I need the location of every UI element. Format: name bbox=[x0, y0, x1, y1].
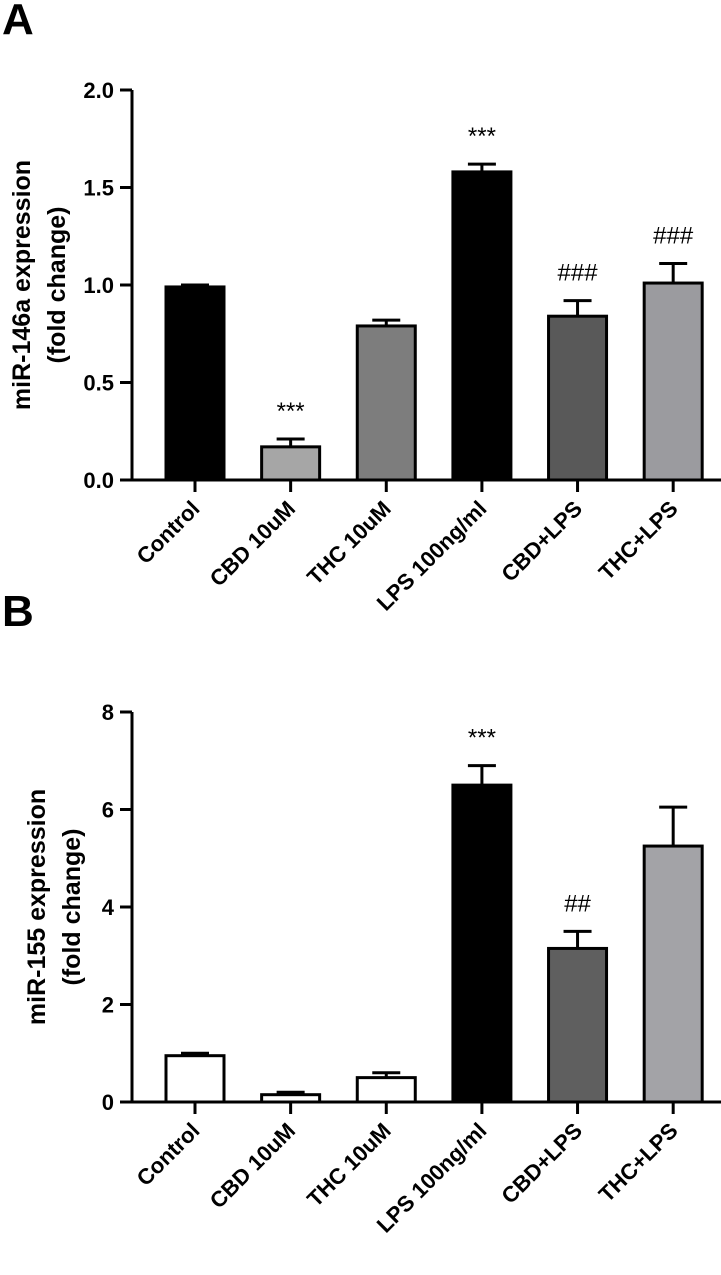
significance-marker: *** bbox=[468, 123, 496, 150]
y-axis-title: miR-146a expression bbox=[8, 160, 36, 410]
y-axis-subtitle: (fold change) bbox=[43, 207, 71, 364]
bar bbox=[260, 1093, 322, 1104]
category-label: THC+LPS bbox=[594, 496, 683, 585]
y-tick-label: 4 bbox=[102, 895, 115, 920]
y-axis-title: miR-155 expression bbox=[23, 789, 51, 1025]
y-tick-label: 1.5 bbox=[83, 176, 114, 201]
chart-a: 0.0 0.5 1.0 1.5 2.0 miR-146a expression (fold … bbox=[8, 78, 721, 616]
significance-marker: ### bbox=[653, 223, 694, 250]
bar bbox=[164, 285, 226, 482]
bar bbox=[355, 324, 417, 482]
category-label: CBD 10uM bbox=[205, 1118, 300, 1213]
bar bbox=[451, 170, 513, 482]
bar bbox=[547, 314, 609, 482]
y-tick-label: 6 bbox=[102, 798, 114, 823]
y-tick-label: 0.0 bbox=[83, 468, 114, 493]
bar bbox=[642, 281, 704, 482]
significance-marker: ### bbox=[558, 260, 599, 287]
category-label: Control bbox=[132, 1118, 205, 1191]
y-tick-label: 0 bbox=[102, 1090, 114, 1115]
panel-letter-b: B bbox=[2, 587, 34, 636]
category-label: CBD+LPS bbox=[496, 496, 587, 587]
y-tick-label: 2 bbox=[102, 993, 114, 1018]
significance-marker: *** bbox=[277, 398, 305, 425]
chart-b: 0 2 4 6 8 miR-155 expression (fold change) Cont… bbox=[23, 700, 721, 1238]
category-label: THC 10uM bbox=[302, 1118, 396, 1212]
y-tick-label: 1.0 bbox=[83, 273, 114, 298]
bar bbox=[164, 1054, 226, 1104]
y-tick-label: 2.0 bbox=[83, 78, 114, 103]
bar bbox=[547, 946, 609, 1104]
category-label: CBD+LPS bbox=[496, 1118, 587, 1209]
category-label: Control bbox=[132, 496, 205, 569]
category-label: THC+LPS bbox=[594, 1118, 683, 1207]
panel-letter-a: A bbox=[2, 0, 34, 44]
significance-marker: *** bbox=[468, 725, 496, 752]
y-tick-label: 0.5 bbox=[83, 371, 114, 396]
bar bbox=[451, 783, 513, 1104]
category-label: CBD 10uM bbox=[205, 496, 300, 591]
bar bbox=[642, 844, 704, 1104]
y-tick-label: 8 bbox=[102, 700, 114, 725]
bar bbox=[355, 1076, 417, 1104]
y-axis-subtitle: (fold change) bbox=[58, 829, 86, 986]
significance-marker: ## bbox=[564, 890, 591, 917]
category-label: THC 10uM bbox=[302, 496, 396, 590]
bar bbox=[260, 445, 322, 482]
